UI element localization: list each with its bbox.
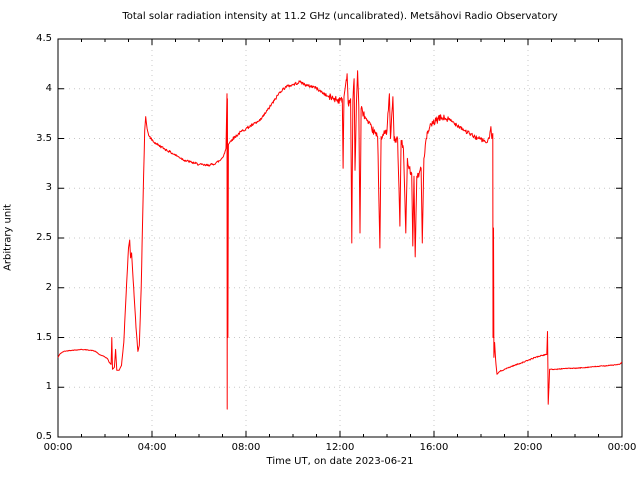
y-tick-label: 4 (45, 82, 52, 94)
x-tick-label: 04:00 (137, 442, 167, 453)
x-tick-label: 08:00 (231, 442, 261, 453)
x-tick-label: 00:00 (43, 442, 73, 453)
x-tick-label: 20:00 (513, 442, 543, 453)
y-tick-label: 1 (45, 381, 52, 393)
y-tick-label: 4.5 (36, 33, 52, 44)
x-tick-label: 12:00 (325, 442, 355, 453)
y-tick-label: 1.5 (36, 331, 52, 343)
x-tick-label: 16:00 (419, 442, 449, 453)
y-tick-label: 0.5 (36, 431, 52, 442)
data-series-line (57, 70, 622, 410)
x-axis-label: Time UT, on date 2023-06-21 (266, 456, 414, 467)
y-tick-label: 2.5 (36, 232, 52, 243)
y-tick-label: 2 (45, 281, 52, 293)
y-tick-label: 3.5 (36, 132, 52, 144)
x-tick-label: 00:00 (607, 442, 637, 453)
chart-title: Total solar radiation intensity at 11.2 … (122, 11, 558, 22)
y-tick-label: 3 (45, 182, 52, 194)
